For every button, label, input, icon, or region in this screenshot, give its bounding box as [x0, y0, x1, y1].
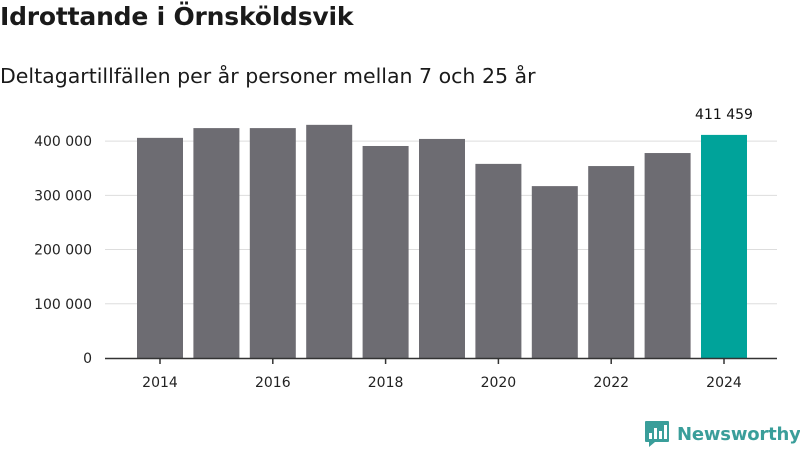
- bar-2015: [193, 128, 240, 358]
- bar-2024: [701, 134, 747, 358]
- bar-2023: [644, 153, 691, 358]
- newsworthy-brand: Newsworthy: [644, 420, 800, 448]
- x-tick-label: 2014: [142, 375, 178, 391]
- chart-title: Idrottande i Örnsköldsvik: [0, 2, 354, 31]
- y-tick-label: 300 000: [34, 188, 92, 204]
- y-tick-label: 100 000: [34, 297, 92, 313]
- bar-2016: [249, 128, 296, 358]
- y-tick-label: 200 000: [34, 243, 92, 259]
- x-tick-label: 2022: [593, 375, 629, 391]
- bar-2019: [419, 138, 465, 358]
- chart-subtitle: Deltagartillfällen per år personer mella…: [0, 64, 536, 88]
- bar-value-label: 411 459: [695, 107, 753, 123]
- x-tick-label: 2018: [368, 375, 404, 391]
- x-tick-label: 2024: [706, 375, 742, 391]
- bar-2014: [137, 137, 183, 358]
- bar-2021: [531, 186, 578, 358]
- y-tick-label: 400 000: [34, 134, 92, 150]
- bar-2018: [362, 145, 409, 358]
- brand-name: Newsworthy: [677, 423, 800, 445]
- newsworthy-logo-icon: [645, 421, 669, 447]
- x-tick-label: 2020: [481, 375, 517, 391]
- bar-2017: [306, 124, 353, 358]
- y-tick-label: 0: [83, 351, 92, 367]
- x-tick-label: 2016: [255, 375, 291, 391]
- bar-2022: [588, 166, 635, 358]
- bar-2020: [475, 163, 522, 358]
